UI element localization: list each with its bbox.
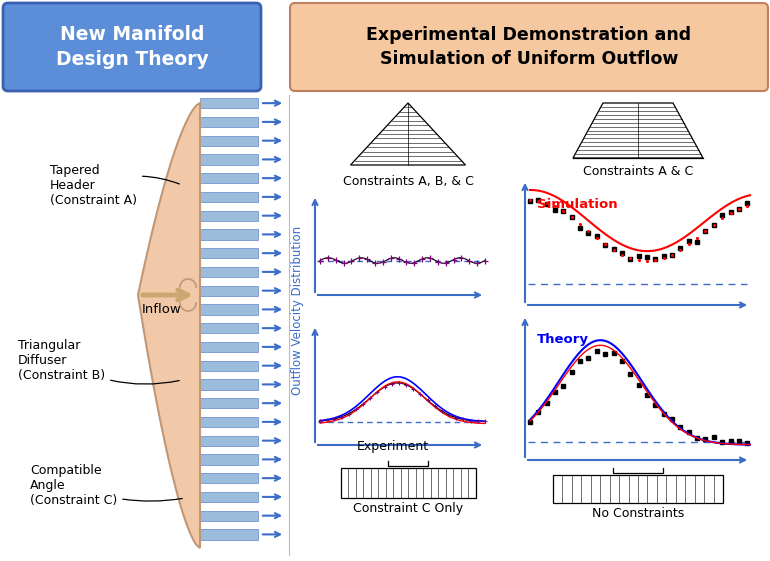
Bar [200, 435, 258, 446]
Bar [200, 266, 258, 277]
Text: No Constraints: No Constraints [592, 507, 684, 520]
Text: Constraint C Only: Constraint C Only [353, 502, 463, 515]
Bar [200, 379, 258, 389]
Bar [200, 229, 258, 240]
Bar [200, 136, 258, 146]
Bar [200, 323, 258, 333]
Bar [553, 475, 723, 503]
Polygon shape [138, 103, 200, 548]
Bar [200, 98, 258, 108]
Text: Triangular
Diffuser
(Constraint B): Triangular Diffuser (Constraint B) [18, 338, 179, 384]
Text: Compatible
Angle
(Constraint C): Compatible Angle (Constraint C) [30, 463, 182, 507]
Text: New Manifold
Design Theory: New Manifold Design Theory [55, 25, 209, 69]
Bar [200, 173, 258, 183]
Text: Constraints A, B, & C: Constraints A, B, & C [343, 175, 474, 188]
Bar [340, 468, 476, 498]
Bar [200, 192, 258, 202]
Bar [200, 248, 258, 258]
Bar [200, 417, 258, 427]
Polygon shape [350, 103, 466, 165]
FancyBboxPatch shape [3, 3, 261, 91]
Bar [200, 529, 258, 540]
Text: Simulation: Simulation [537, 198, 618, 211]
Text: Theory: Theory [537, 333, 589, 346]
Bar [200, 361, 258, 371]
Text: Outflow Velocity Distribution: Outflow Velocity Distribution [292, 226, 304, 394]
Bar [200, 117, 258, 127]
Bar [200, 154, 258, 164]
Bar [200, 210, 258, 221]
Bar [200, 511, 258, 521]
Bar [200, 286, 258, 296]
Text: Tapered
Header
(Constraint A): Tapered Header (Constraint A) [50, 163, 179, 206]
Text: Constraints A & C: Constraints A & C [583, 165, 693, 178]
Bar [200, 454, 258, 465]
Bar [200, 473, 258, 484]
Bar [200, 304, 258, 315]
Polygon shape [573, 103, 703, 158]
Bar [200, 492, 258, 502]
Bar [200, 398, 258, 408]
Text: Inflow: Inflow [142, 303, 182, 316]
Text: Experiment: Experiment [357, 440, 429, 453]
Text: Experimental Demonstration and
Simulation of Uniform Outflow: Experimental Demonstration and Simulatio… [367, 26, 691, 68]
Bar [200, 342, 258, 352]
FancyBboxPatch shape [290, 3, 768, 91]
